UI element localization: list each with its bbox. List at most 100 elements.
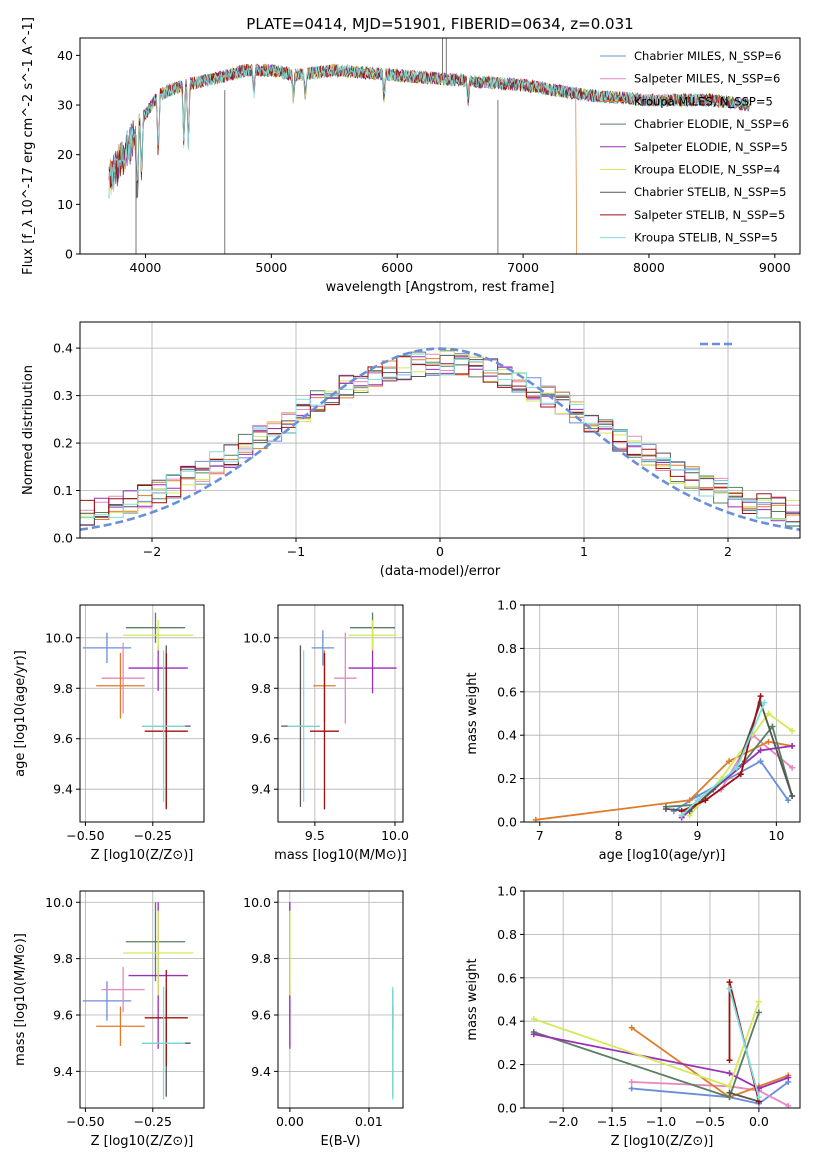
x-tick-label: 7 (536, 828, 544, 843)
error-bar-point (142, 986, 186, 1100)
error-bar-point (144, 652, 188, 810)
weight-marker (765, 710, 772, 717)
x-tick-label: 4000 (130, 260, 162, 275)
weight-marker (785, 797, 792, 804)
x-tick-label: −0.25 (134, 1114, 172, 1129)
weight-marker (785, 1074, 792, 1081)
y-tick-label: 9.4 (53, 1064, 73, 1079)
error-bar-point (142, 650, 186, 802)
error-bar-point (123, 910, 194, 996)
weight-marker (726, 985, 733, 992)
weight-marker (789, 727, 796, 734)
weight-marker (530, 1031, 537, 1038)
x-axis-label: age [log10(age/yr)] (599, 848, 726, 863)
x-tick-label: −0.5 (695, 1114, 725, 1129)
normal-curve (79, 347, 801, 531)
legend-entry: Kroupa STELIB, N_SSP=5 (634, 231, 778, 245)
y-tick-label: 9.4 (251, 1064, 271, 1079)
histogram-step (80, 355, 800, 526)
y-tick-label: 0.2 (497, 771, 517, 786)
y-axis-label: Normed distribution (21, 365, 36, 495)
weight-line (681, 695, 762, 812)
y-axis-label: mass weight (465, 672, 480, 754)
y-tick-label: 10.0 (243, 895, 271, 910)
y-tick-label: 9.8 (251, 951, 271, 966)
y-axis-label: mass weight (465, 958, 480, 1040)
x-tick-label: 9 (694, 828, 702, 843)
y-tick-label: 40 (57, 48, 73, 63)
weight-marker (737, 771, 744, 778)
x-tick-label: 0.00 (276, 1114, 304, 1129)
weight-marker (765, 738, 772, 745)
y-tick-label: 10.0 (45, 630, 73, 645)
error-bar-point (96, 652, 145, 719)
axes-frame (79, 604, 205, 823)
Z_vs_mass-axes: −0.50 −0.25 9.4 9.6 9.8 10.0 Z [log10(Z/Z⊙)] ma… (13, 891, 204, 1149)
axes-frame (79, 321, 801, 539)
y-tick-label: 10.0 (243, 630, 271, 645)
weight-marker (628, 1078, 635, 1085)
x-tick-label: −1.0 (646, 1114, 676, 1129)
weight-marker (755, 998, 762, 1005)
x-axis-label: (data-model)/error (380, 564, 501, 579)
x-tick-label: −1.5 (597, 1114, 627, 1129)
spectrum-line (108, 63, 750, 197)
y-tick-label: 0.6 (497, 684, 517, 699)
y-tick-label: 0 (65, 247, 73, 262)
figure-title: PLATE=0414, MJD=51901, FIBERID=0634, z=0… (246, 15, 633, 33)
legend-entry: Chabrier STELIB, N_SSP=5 (634, 185, 786, 199)
weight-marker (757, 747, 764, 754)
y-tick-label: 0.0 (53, 531, 73, 546)
error-bar-point (287, 650, 320, 802)
weight-marker (726, 758, 733, 765)
Z_vs_age-axes: −0.50 −0.25 9.4 9.6 9.8 10.0 Z [log10(Z/Z⊙)] ag… (13, 605, 204, 863)
weight-marker (686, 808, 693, 815)
y-axis-label: Flux [f_λ 10^-17 erg cm^-2 s^-1 A^-1] (21, 17, 36, 275)
y-tick-label: 0.0 (497, 1101, 517, 1116)
y-tick-label: 9.6 (53, 1008, 73, 1023)
weight-marker (757, 693, 764, 700)
legend-entry: Kroupa MILES, N_SSP=5 (634, 94, 773, 108)
histogram-step (80, 350, 800, 527)
y-tick-label: 9.6 (251, 1008, 271, 1023)
x-tick-label: 0.0 (749, 1114, 769, 1129)
y-tick-label: 0.2 (497, 1057, 517, 1072)
y-tick-label: 0.8 (497, 927, 517, 942)
legend-entry: Salpeter STELIB, N_SSP=5 (634, 208, 785, 222)
weight-line (535, 740, 793, 821)
weight-marker (662, 805, 669, 812)
x-axis-label: wavelength [Angstrom, rest frame] (326, 280, 555, 295)
error-bar-point (311, 630, 335, 666)
y-tick-label: 9.6 (53, 731, 73, 746)
y-tick-label: 1.0 (497, 884, 517, 899)
weight-marker (755, 1094, 762, 1101)
y-tick-label: 9.6 (251, 731, 271, 746)
y-tick-label: 1.0 (497, 598, 517, 613)
y-tick-label: 9.8 (53, 951, 73, 966)
x-tick-label: 1 (580, 544, 588, 559)
y-tick-label: 0.4 (497, 1014, 517, 1029)
ebv_vs_mass-axes: 0.00 0.01 9.4 9.6 9.8 10.0 E(B-V) (243, 891, 403, 1149)
weight-marker (726, 1089, 733, 1096)
weight-marker (628, 1024, 635, 1031)
weight-marker (726, 1083, 733, 1090)
weight-marker (733, 764, 740, 771)
weight-marker (789, 792, 796, 799)
x-tick-label: 6000 (381, 260, 413, 275)
weight-marker (686, 797, 693, 804)
x-tick-label: 9.5 (305, 828, 325, 843)
legend-entry: Chabrier MILES, N_SSP=6 (634, 49, 781, 63)
weight-line (631, 1081, 789, 1105)
x-tick-label: 9000 (759, 260, 791, 275)
error-bar-point (310, 652, 339, 810)
weight-marker (530, 1016, 537, 1023)
y-tick-label: 0.1 (53, 483, 73, 498)
x-tick-label: 10.0 (381, 828, 409, 843)
x-tick-label: 2 (724, 544, 732, 559)
Z_vs_weight-axes: −2.0 −1.5 −1.0 −0.5 0.0 0.0 0.2 0.4 0.6 0.8 1.0 Z [… (465, 884, 800, 1149)
x-tick-label: 0.01 (355, 1114, 383, 1129)
x-axis-label: Z [log10(Z/Z⊙)] (91, 848, 194, 863)
y-tick-label: 0.6 (497, 970, 517, 985)
weight-marker (789, 764, 796, 771)
weight-line (631, 1026, 789, 1099)
